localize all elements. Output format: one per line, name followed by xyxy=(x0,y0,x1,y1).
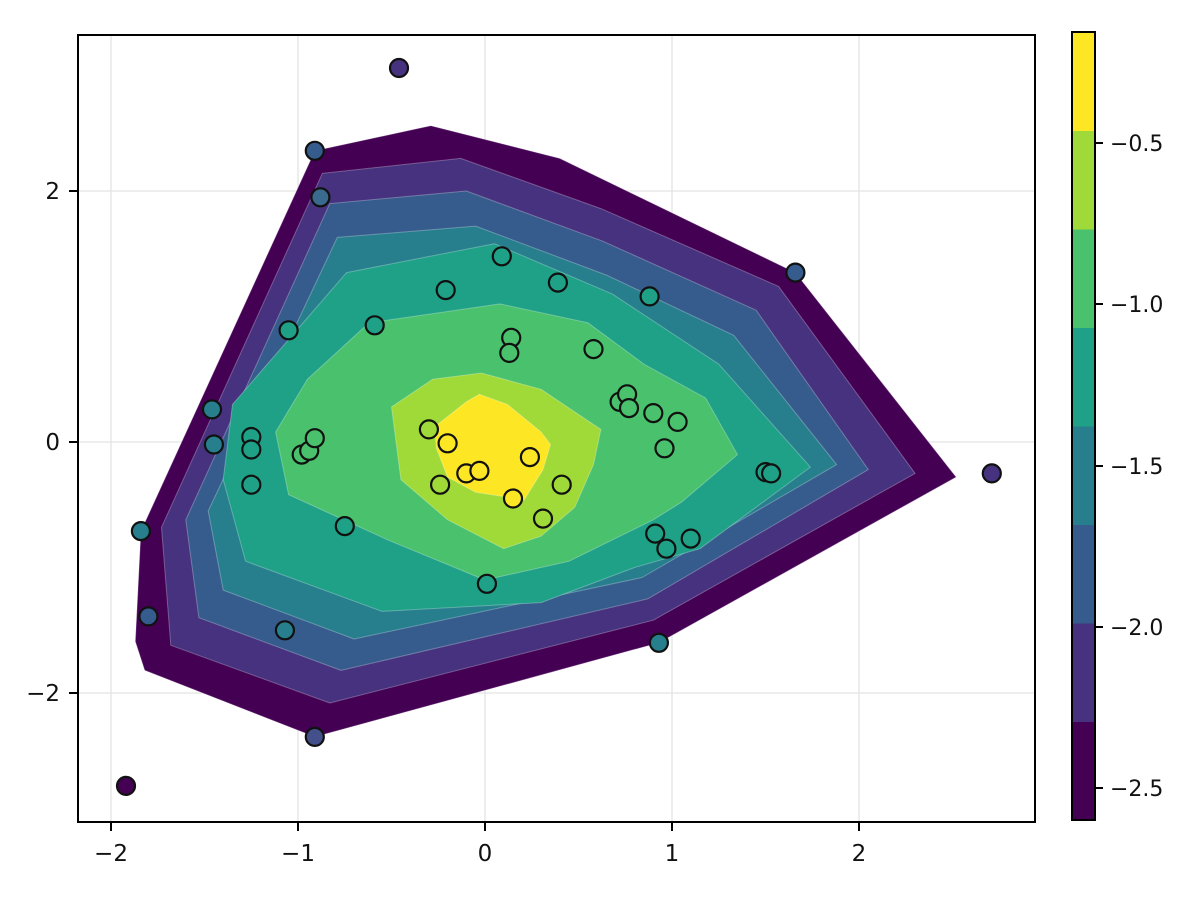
data-point xyxy=(476,573,497,594)
colorbar-band-4 xyxy=(1072,327,1095,427)
data-point xyxy=(532,508,554,529)
data-point xyxy=(304,726,325,748)
data-point xyxy=(388,57,410,79)
colorbar-tick-label: −2.5 xyxy=(1110,777,1163,802)
data-point xyxy=(469,460,490,481)
data-point xyxy=(115,775,137,797)
data-point xyxy=(654,438,675,459)
colorbar-band-0 xyxy=(1072,721,1095,821)
data-point xyxy=(274,620,295,641)
y-tick-label: −2 xyxy=(26,681,60,707)
data-point xyxy=(667,411,688,432)
data-point xyxy=(138,606,159,627)
data-point xyxy=(310,187,331,208)
colorbar-band-6 xyxy=(1072,130,1095,230)
colorbar-tick-label: −1.5 xyxy=(1110,455,1163,480)
data-point xyxy=(278,320,299,341)
y-tick-label: 2 xyxy=(45,179,60,205)
data-point xyxy=(639,286,660,307)
x-tick-label: 0 xyxy=(478,841,493,867)
data-point xyxy=(241,474,262,495)
data-point xyxy=(203,434,224,455)
data-point xyxy=(437,433,458,454)
x-tick-label: −1 xyxy=(281,841,315,867)
data-point xyxy=(643,403,664,424)
colorbar-tick-label: −2.0 xyxy=(1110,616,1163,641)
y-tick-label: 0 xyxy=(45,430,60,456)
colorbar-band-1 xyxy=(1072,623,1095,722)
plot-frame xyxy=(77,34,1036,823)
data-point xyxy=(435,280,456,301)
data-point xyxy=(981,463,1002,484)
data-point xyxy=(502,488,524,509)
data-point xyxy=(491,246,512,267)
data-point xyxy=(304,140,325,161)
colorbar-band-3 xyxy=(1072,426,1095,525)
colorbar-tick-label: −0.5 xyxy=(1110,132,1163,157)
colorbar-band-5 xyxy=(1072,229,1095,328)
data-point xyxy=(499,342,520,363)
colorbar-tick-label: −1.0 xyxy=(1110,293,1163,318)
data-point xyxy=(130,520,151,542)
data-point xyxy=(656,538,677,559)
data-point xyxy=(618,398,640,419)
data-point xyxy=(547,272,569,293)
colorbar-frame xyxy=(1071,31,1096,821)
data-point xyxy=(680,528,701,549)
data-point xyxy=(551,474,572,495)
data-point xyxy=(519,447,541,468)
x-tick-label: 1 xyxy=(665,841,680,867)
data-point xyxy=(334,515,355,537)
data-point xyxy=(241,439,262,460)
x-tick-label: −2 xyxy=(94,841,128,867)
data-point xyxy=(645,523,666,544)
data-point xyxy=(760,463,782,484)
data-point xyxy=(648,632,670,653)
data-point xyxy=(201,399,223,420)
colorbar-band-2 xyxy=(1072,524,1095,624)
data-point xyxy=(430,474,451,495)
data-point xyxy=(418,419,439,440)
data-point xyxy=(583,339,604,360)
x-tick-label: 2 xyxy=(852,841,867,867)
data-point xyxy=(304,428,325,449)
data-point xyxy=(785,262,806,283)
colorbar-band-7 xyxy=(1072,32,1095,131)
data-point xyxy=(364,315,385,336)
